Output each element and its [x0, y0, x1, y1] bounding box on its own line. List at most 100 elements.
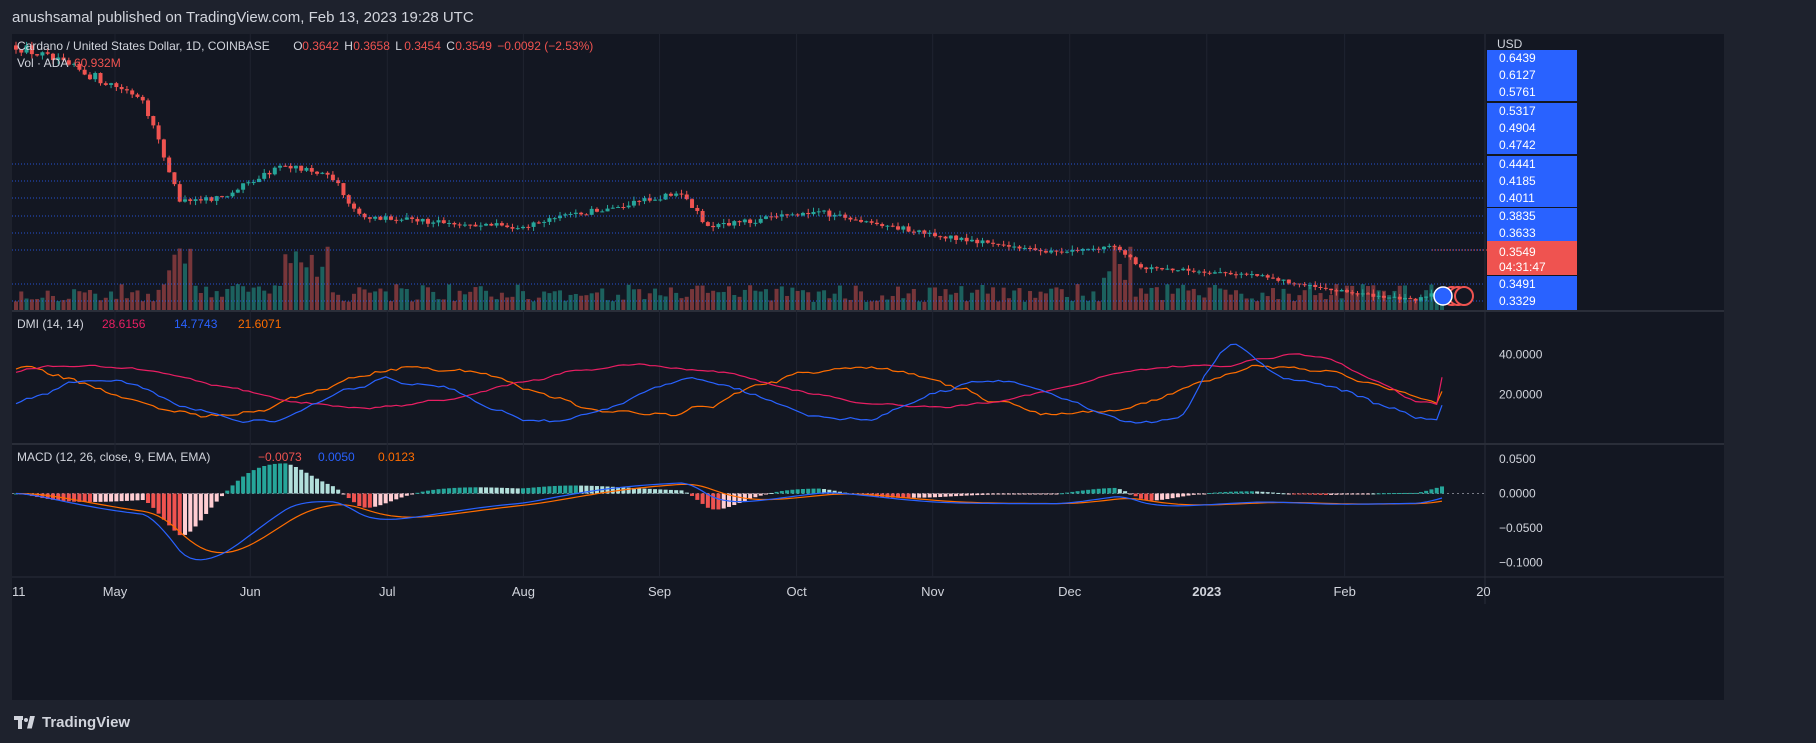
macd-histogram-bar — [473, 487, 478, 494]
macd-histogram-bar — [357, 493, 362, 507]
candle-body — [1091, 248, 1096, 250]
volume-bar — [1270, 288, 1275, 310]
volume-bar — [579, 295, 584, 310]
volume-bar — [1065, 296, 1070, 310]
volume-bar — [1160, 300, 1165, 310]
candle-body — [1424, 296, 1429, 298]
macd-histogram-bar — [816, 488, 821, 494]
macd-histogram-bar — [938, 493, 943, 498]
candle-body — [563, 214, 568, 216]
volume-bar — [209, 297, 214, 310]
volume-bar — [1086, 300, 1091, 310]
volume-bar — [420, 285, 425, 310]
macd-histogram-bar — [1344, 493, 1349, 495]
candle-body — [177, 184, 182, 202]
publisher-line: anushsamal published on TradingView.com,… — [12, 9, 474, 26]
macd-histogram-bar — [404, 493, 409, 496]
candle-body — [1112, 245, 1117, 247]
legend-l: 0.3454 — [404, 39, 441, 53]
time-axis-label: May — [103, 584, 128, 599]
candle-body — [262, 172, 267, 179]
volume-bar — [1006, 298, 1011, 310]
footer: TradingView — [0, 700, 1816, 743]
macd-histogram-bar — [1154, 493, 1159, 501]
candle-body — [77, 63, 82, 70]
volume-bar — [542, 291, 547, 310]
price-axis-badge — [1487, 225, 1577, 242]
candle-body — [362, 213, 367, 218]
macd-histogram-bar — [932, 493, 937, 498]
macd-value-1: −0.0073 — [258, 450, 302, 464]
tradingview-logo[interactable]: TradingView — [14, 714, 130, 731]
candle-body — [246, 182, 251, 184]
candle-body — [631, 200, 636, 206]
macd-histogram-bar — [373, 493, 378, 507]
volume-bar — [800, 290, 805, 310]
candle-body — [959, 237, 964, 240]
candle-body — [658, 199, 663, 201]
candle-body — [357, 208, 362, 214]
candle-body — [352, 203, 357, 209]
macd-histogram-bar — [109, 493, 114, 502]
candle-body — [183, 199, 188, 202]
macd-histogram-bar — [462, 487, 467, 494]
candle-body — [1429, 293, 1434, 297]
candle-body — [1049, 250, 1054, 253]
macd-histogram-bar — [584, 485, 589, 494]
macd-histogram-bar — [1096, 488, 1101, 494]
volume-bar — [320, 266, 325, 310]
macd-histogram-bar — [1292, 493, 1297, 495]
volume-bar — [573, 293, 578, 310]
candle-body — [674, 193, 679, 196]
candle-body — [315, 171, 320, 174]
volume-bar — [1181, 284, 1186, 310]
macd-histogram-bar — [679, 490, 684, 494]
candle-body — [589, 208, 594, 215]
time-axis-label: Aug — [512, 584, 535, 599]
volume-bar — [948, 294, 953, 310]
macd-histogram-bar — [837, 491, 842, 494]
candle-body — [642, 198, 647, 202]
macd-histogram-bar — [1059, 493, 1064, 495]
volume-bar — [880, 295, 885, 310]
candle-body — [505, 225, 510, 228]
candle-body — [431, 222, 436, 224]
volume-bar — [124, 298, 129, 310]
candle-body — [1387, 297, 1392, 299]
candle-body — [1059, 251, 1064, 253]
macd-histogram-bar — [188, 493, 193, 532]
candle-body — [1186, 268, 1191, 271]
candle-body — [695, 207, 700, 211]
candle-body — [278, 165, 283, 168]
macd-histogram-bar — [542, 486, 547, 494]
candle-body — [1160, 268, 1165, 270]
volume-bar — [1033, 297, 1038, 310]
volume-bar — [890, 295, 895, 310]
volume-bar — [811, 301, 816, 310]
chart-frame[interactable]: Cardano / United States Dollar, 1D, COIN… — [12, 34, 1724, 700]
price-axis-badge — [1487, 137, 1577, 154]
volume-bar — [1154, 287, 1159, 310]
dmi-value-3: 21.6071 — [238, 317, 282, 331]
macd-histogram-bar — [77, 493, 82, 502]
candle-body — [1334, 290, 1339, 292]
volume-bar — [975, 289, 980, 310]
price-chart-svg[interactable]: Cardano / United States Dollar, 1D, COIN… — [12, 34, 1724, 700]
candle-body — [906, 226, 911, 232]
candle-body — [901, 226, 906, 230]
candle-body — [50, 53, 55, 61]
candle-body — [653, 199, 658, 201]
macd-histogram-bar — [219, 493, 224, 497]
macd-histogram-bar — [1186, 493, 1191, 496]
candles — [14, 41, 1444, 304]
volume-bar — [1001, 287, 1006, 310]
macd-histogram-bar — [806, 488, 811, 494]
macd-histogram-bar — [917, 493, 922, 498]
volume-bar — [906, 293, 911, 310]
volume-bar — [177, 248, 182, 310]
macd-histogram-bar — [1329, 493, 1334, 495]
price-axis-tick: 0.4011 — [1499, 191, 1535, 205]
candle-body — [806, 212, 811, 215]
macd-histogram-bar — [119, 493, 124, 502]
candle-body — [785, 214, 790, 216]
